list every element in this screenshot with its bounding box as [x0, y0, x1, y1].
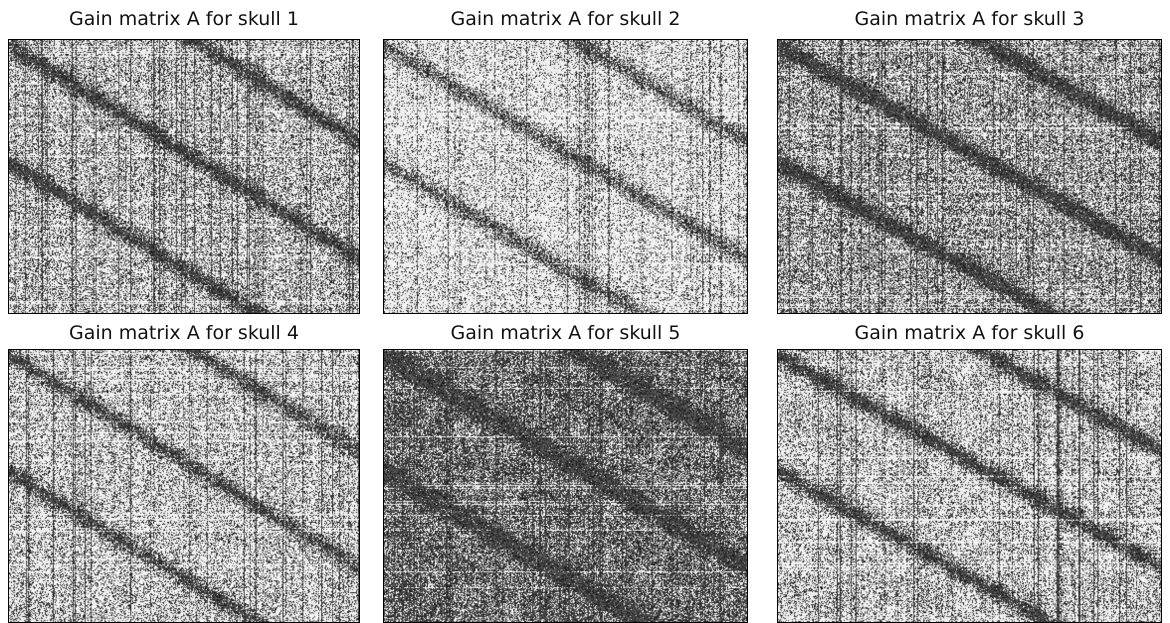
panel-skull-2: Gain matrix A for skull 2 — [383, 8, 748, 314]
panel-skull-5: Gain matrix A for skull 5 — [383, 322, 748, 623]
panel-skull-6: Gain matrix A for skull 6 — [777, 322, 1162, 623]
panel-title: Gain matrix A for skull 2 — [450, 8, 681, 30]
panel-title: Gain matrix A for skull 3 — [854, 8, 1085, 30]
gain-matrix-image — [8, 349, 360, 623]
panel-title: Gain matrix A for skull 1 — [69, 8, 299, 30]
panel-skull-4: Gain matrix A for skull 4 — [8, 322, 360, 623]
panel-title: Gain matrix A for skull 5 — [450, 322, 681, 344]
panel-title: Gain matrix A for skull 6 — [854, 322, 1085, 344]
gain-matrix-image — [383, 349, 748, 623]
panel-skull-1: Gain matrix A for skull 1 — [8, 8, 360, 314]
panel-skull-3: Gain matrix A for skull 3 — [777, 8, 1162, 314]
gain-matrix-image — [383, 39, 748, 314]
gain-matrix-image — [777, 39, 1162, 314]
gain-matrix-image — [8, 39, 360, 314]
gain-matrix-image — [777, 349, 1162, 623]
panel-title: Gain matrix A for skull 4 — [69, 322, 299, 344]
